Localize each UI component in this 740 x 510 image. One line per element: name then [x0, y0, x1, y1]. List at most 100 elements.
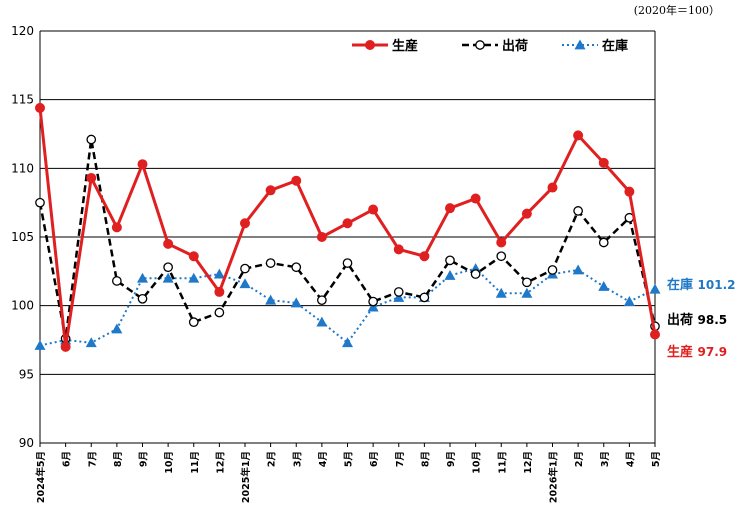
y-tick-label: 100 — [11, 299, 34, 313]
data-point — [213, 268, 225, 279]
x-tick-label: 2月 — [267, 451, 278, 467]
y-tick-label: 110 — [11, 161, 34, 175]
series-生産 — [35, 102, 660, 352]
data-point — [573, 130, 584, 141]
x-tick-label: 9月 — [446, 451, 457, 467]
series-在庫 — [34, 263, 661, 350]
end-labels: 生産 97.9 出荷 98.5 在庫 101.2 — [667, 277, 736, 360]
x-tick-label: 11月 — [497, 451, 508, 474]
data-point — [163, 262, 173, 273]
data-point — [291, 175, 302, 186]
end-label-出荷: 出荷 98.5 — [667, 312, 727, 328]
legend: 生産 出荷 在庫 — [352, 38, 628, 54]
data-point — [188, 317, 199, 327]
x-tick-label: 7月 — [87, 451, 98, 467]
legend-swatch-marker — [365, 40, 375, 50]
x-tick-label: 7月 — [395, 451, 406, 467]
data-point — [598, 237, 609, 248]
data-point — [240, 218, 250, 229]
data-point — [496, 251, 507, 262]
data-point — [419, 251, 430, 262]
data-point — [290, 297, 302, 308]
data-point — [112, 276, 122, 286]
data-point — [393, 291, 405, 302]
data-point — [163, 238, 174, 249]
data-point — [137, 293, 148, 304]
x-tick-label: 12月 — [523, 451, 534, 474]
data-point — [214, 307, 225, 318]
data-point — [495, 287, 507, 298]
data-point — [60, 341, 71, 352]
x-tick-label: 10月 — [164, 451, 175, 474]
data-point — [342, 218, 353, 229]
data-point — [316, 316, 328, 327]
series-出荷 — [35, 134, 660, 344]
legend-label: 在庫 — [602, 38, 628, 54]
x-tick-label: 12月 — [215, 451, 226, 474]
legend-item: 出荷 — [462, 38, 528, 54]
legend-label: 生産 — [392, 38, 418, 54]
data-point — [188, 272, 200, 283]
x-tick-label: 6月 — [369, 451, 380, 467]
x-tick-label: 5月 — [344, 451, 355, 467]
data-point — [522, 277, 532, 288]
legend-item: 在庫 — [562, 38, 628, 54]
end-label-生産: 生産 97.9 — [667, 344, 727, 360]
y-tick-label: 90 — [19, 436, 34, 450]
x-tick-label: 2月 — [574, 451, 585, 467]
data-point — [445, 203, 455, 214]
x-tick-label: 9月 — [139, 451, 150, 467]
x-tick-label: 8月 — [420, 451, 431, 467]
data-point — [342, 258, 353, 268]
end-label-value: 98.5 — [698, 313, 728, 327]
grid — [39, 30, 656, 444]
data-point — [650, 329, 660, 340]
data-point — [86, 172, 97, 183]
x-axis: 2024年5月 6月 7月 8月 9月 10月 11月 12月 2025年1月 2月 3月 4月 5月 6… — [35, 443, 662, 503]
unit-note: (2020年＝100） — [634, 3, 720, 17]
data-point — [214, 286, 225, 297]
y-tick-label: 95 — [19, 367, 34, 381]
data-point — [188, 251, 199, 262]
data-point — [137, 272, 148, 283]
data-point — [85, 337, 97, 348]
data-point — [624, 186, 635, 197]
data-point — [35, 197, 45, 208]
data-point — [239, 278, 251, 289]
x-tick-label: 6月 — [62, 451, 73, 467]
y-tick-label: 105 — [11, 230, 34, 244]
data-point — [316, 232, 327, 242]
data-point — [111, 222, 122, 233]
x-tick-label: 10月 — [472, 451, 483, 474]
x-tick-label: 2025年1月 — [240, 451, 252, 503]
data-point — [573, 206, 583, 216]
data-point — [317, 295, 327, 306]
data-point — [572, 264, 584, 275]
legend-swatch-marker — [574, 39, 586, 50]
end-label-value: 101.2 — [698, 278, 736, 292]
data-point — [86, 134, 97, 145]
data-point — [470, 269, 481, 279]
data-point — [547, 182, 558, 193]
data-point — [547, 265, 558, 275]
data-point — [162, 272, 174, 283]
x-tick-label: 3月 — [292, 451, 303, 467]
legend-item: 生産 — [352, 38, 418, 54]
y-tick-label: 115 — [11, 93, 34, 107]
data-point — [137, 159, 148, 170]
data-point — [444, 269, 456, 280]
y-tick-label: 120 — [11, 24, 34, 38]
data-point — [342, 337, 353, 348]
data-point — [111, 323, 123, 334]
series-line — [39, 267, 656, 347]
data-point — [521, 208, 532, 219]
data-point — [35, 102, 45, 113]
end-label-在庫: 在庫 101.2 — [667, 277, 736, 293]
data-point — [265, 294, 277, 305]
data-point — [291, 262, 302, 273]
data-point — [265, 185, 276, 196]
data-point — [265, 258, 276, 268]
data-point — [368, 296, 378, 307]
legend-swatch-marker — [475, 40, 485, 50]
